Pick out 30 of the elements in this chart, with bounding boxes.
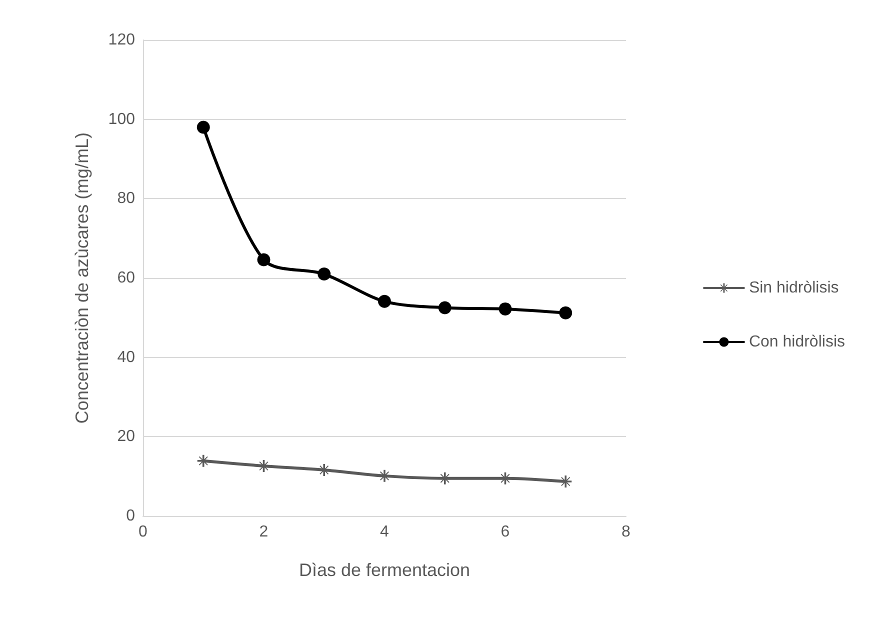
- point: [196, 120, 210, 134]
- y-axis-title: Concentraciòn de azùcares (mg/mL): [72, 132, 92, 424]
- x-tick-label: 6: [500, 524, 510, 540]
- y-tick-label: 0: [126, 508, 136, 524]
- x-tick-label: 0: [138, 524, 148, 540]
- legend-label: Sin hidròlisis: [748, 280, 839, 296]
- point: [560, 475, 572, 488]
- point: [378, 470, 390, 482]
- point: [378, 294, 391, 308]
- x-tick-label: 4: [380, 524, 390, 540]
- point: [318, 268, 331, 281]
- legend-label: Con hidròlisis: [748, 334, 846, 350]
- point: [197, 454, 210, 467]
- point: [559, 306, 572, 320]
- y-tick-label: 40: [117, 348, 136, 366]
- y-tick-label: 20: [117, 428, 136, 446]
- point: [498, 302, 512, 316]
- point: [318, 464, 330, 476]
- point: [438, 301, 452, 314]
- point: [438, 472, 451, 484]
- point: [499, 472, 512, 484]
- y-tick-label: 60: [117, 270, 136, 286]
- x-tick-label: 8: [622, 524, 631, 540]
- point: [257, 253, 270, 266]
- x-tick-label: 2: [259, 524, 268, 540]
- x-axis-title: Dìas de fermentacion: [298, 560, 470, 580]
- y-tick-label: 80: [117, 190, 136, 208]
- point: [258, 460, 270, 472]
- y-tick-label: 100: [108, 110, 136, 128]
- y-tick-label: 120: [108, 32, 136, 48]
